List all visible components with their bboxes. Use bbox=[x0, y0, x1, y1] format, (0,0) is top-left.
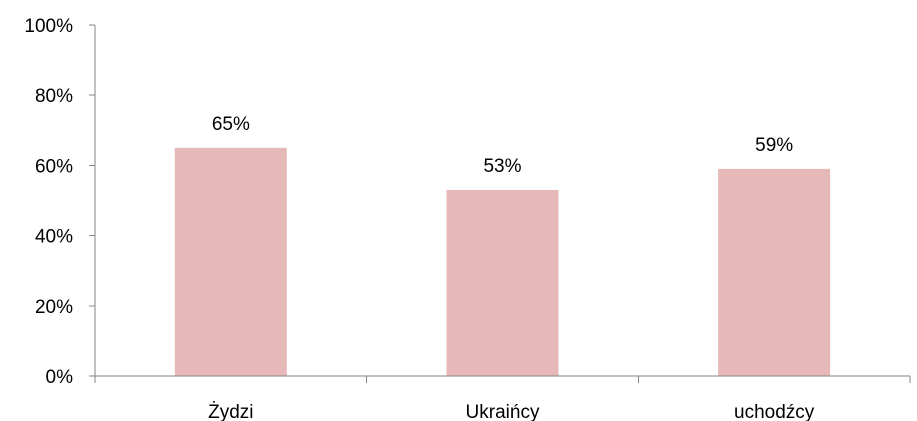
y-tick-label: 60% bbox=[35, 156, 73, 177]
y-tick-label: 100% bbox=[24, 16, 73, 37]
data-label: 53% bbox=[483, 156, 521, 177]
bar bbox=[718, 168, 831, 376]
y-tick-label: 40% bbox=[35, 227, 73, 248]
x-axis-labels: Żydzi Ukraińcy uchodźcy bbox=[208, 402, 815, 421]
x-category-label: Żydzi bbox=[208, 402, 253, 421]
data-labels-group: 65% 53% 59% bbox=[212, 114, 793, 177]
y-tick-label: 0% bbox=[46, 367, 74, 388]
bars-group bbox=[174, 147, 831, 376]
y-tick-label: 20% bbox=[35, 297, 73, 318]
data-label: 65% bbox=[212, 114, 250, 135]
bar bbox=[446, 189, 559, 376]
data-label: 59% bbox=[755, 135, 793, 156]
x-category-label: uchodźcy bbox=[734, 402, 815, 421]
x-axis-ticks bbox=[94, 376, 911, 383]
bar bbox=[174, 147, 287, 376]
y-tick-label: 80% bbox=[35, 86, 73, 107]
y-axis-ticks: 0% 20% 40% 60% 80% 100% bbox=[24, 16, 95, 388]
x-category-label: Ukraińcy bbox=[466, 402, 540, 421]
